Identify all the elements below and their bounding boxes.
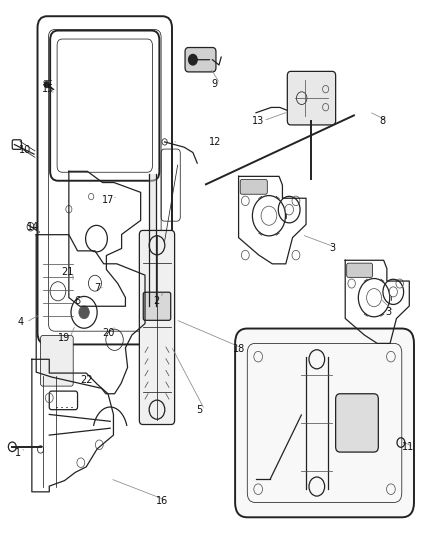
Text: 17: 17 [102,195,114,205]
Circle shape [44,82,49,88]
Text: 21: 21 [61,267,74,277]
Text: 12: 12 [208,137,221,147]
Text: 1: 1 [15,448,21,458]
Text: 14: 14 [27,222,39,232]
Text: 20: 20 [102,328,114,338]
FancyBboxPatch shape [235,328,414,518]
Text: 11: 11 [402,442,414,452]
FancyBboxPatch shape [347,263,373,277]
Text: 8: 8 [379,116,385,126]
FancyBboxPatch shape [139,230,175,424]
Text: 9: 9 [212,78,218,88]
Text: 6: 6 [74,296,81,306]
Circle shape [188,54,197,65]
FancyBboxPatch shape [240,180,267,194]
Text: 13: 13 [252,116,264,126]
Text: 3: 3 [386,306,392,317]
Text: 4: 4 [18,317,24,327]
FancyBboxPatch shape [41,336,73,386]
FancyBboxPatch shape [336,394,378,452]
FancyBboxPatch shape [185,47,216,72]
Text: 22: 22 [80,375,92,385]
Text: 2: 2 [153,296,159,306]
Text: 15: 15 [42,84,55,94]
FancyBboxPatch shape [143,292,171,320]
Circle shape [79,306,89,319]
Text: 7: 7 [94,282,100,293]
Text: 5: 5 [196,405,202,415]
Text: 3: 3 [329,243,335,253]
Text: 16: 16 [156,496,169,506]
Text: 10: 10 [19,145,32,155]
Text: 19: 19 [58,333,71,343]
Text: 18: 18 [233,344,245,354]
FancyBboxPatch shape [287,71,336,125]
